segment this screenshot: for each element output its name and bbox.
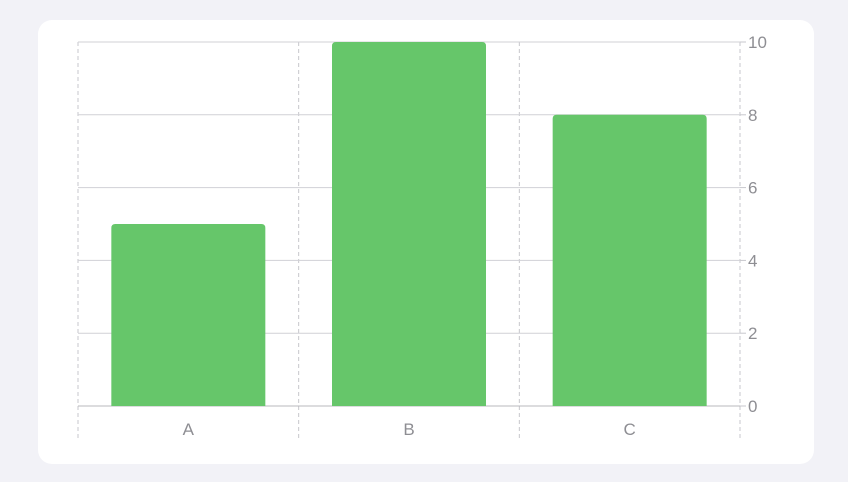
y-tick-label: 10	[748, 33, 767, 52]
chart-card: 0 2 4 6 8 10 A B C	[38, 20, 814, 464]
bar-a	[111, 224, 266, 406]
bar-layer	[111, 42, 707, 407]
axis-layer: 0 2 4 6 8 10 A B C	[183, 33, 767, 439]
y-tick-label: 8	[748, 106, 757, 125]
bar-b	[332, 42, 486, 406]
y-tick-label: 4	[748, 251, 757, 270]
y-tick-label: 0	[748, 397, 757, 416]
x-tick-label: B	[403, 420, 414, 439]
y-tick-label: 2	[748, 324, 757, 343]
y-tick-label: 6	[748, 179, 757, 198]
bar-c	[552, 114, 707, 407]
x-tick-label: A	[183, 420, 195, 439]
x-tick-label: C	[624, 420, 636, 439]
